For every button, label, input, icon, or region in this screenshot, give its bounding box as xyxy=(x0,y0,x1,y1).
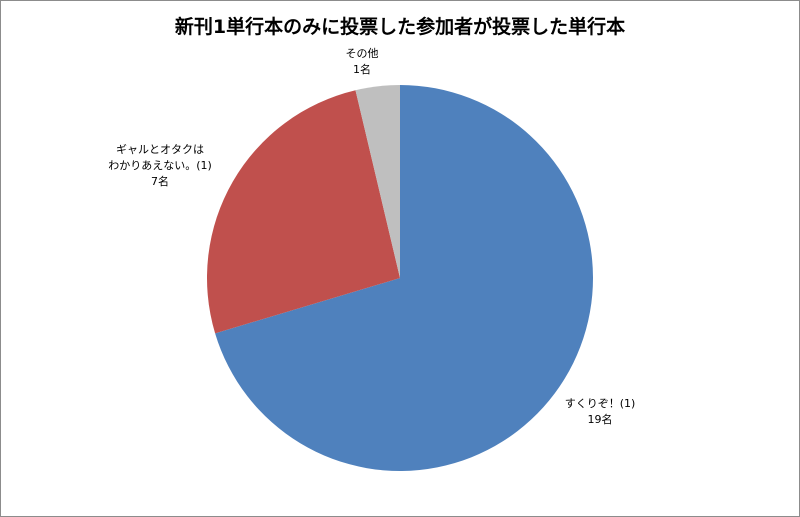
data-label: ギャルとオタクは わかりあえない。(1) 7名 xyxy=(108,142,212,190)
category-label: その他 xyxy=(345,47,379,60)
pie-slice xyxy=(207,90,400,334)
category-label: すくりぞ！(1) xyxy=(564,397,636,410)
category-label: ギャルとオタクは わかりあえない。(1) xyxy=(108,143,212,172)
pie-slice xyxy=(215,85,593,471)
data-label: その他 1名 xyxy=(346,46,379,78)
value-label: 1名 xyxy=(353,63,371,76)
pie-slice xyxy=(355,85,400,278)
chart-title: 新刊1単行本のみに投票した参加者が投票した単行本 xyxy=(174,16,626,38)
value-label: 7名 xyxy=(151,175,169,188)
data-label: すくりぞ！(1) 19名 xyxy=(565,396,636,428)
value-label: 19名 xyxy=(587,413,613,426)
